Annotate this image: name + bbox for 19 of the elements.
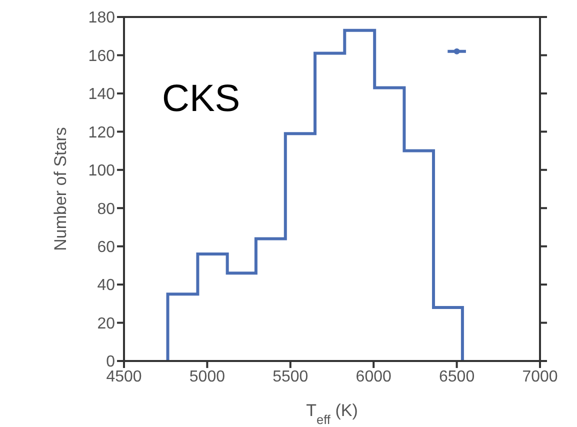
x-tick-label: 7000 xyxy=(522,368,558,386)
y-tick-label: 180 xyxy=(88,10,116,27)
y-tick-label: 120 xyxy=(88,124,116,142)
x-tick-label: 6000 xyxy=(356,368,392,386)
y-tick-label: 80 xyxy=(97,200,116,218)
y-tick-label: 160 xyxy=(88,48,116,65)
y-tick-label: 0 xyxy=(106,354,116,371)
y-tick-label: 20 xyxy=(97,315,116,332)
x-tick-label: 4500 xyxy=(106,368,142,386)
x-axis-title: T$_{eff}$ (K) xyxy=(306,401,358,426)
y-tick-label: 140 xyxy=(88,86,116,104)
y-tick-label: 100 xyxy=(88,162,116,180)
y-tick-label: 60 xyxy=(97,239,116,256)
y-axis-title: Number of Stars xyxy=(51,127,70,251)
x-tick-label: 6500 xyxy=(439,368,475,386)
annotation: CKS xyxy=(162,78,240,121)
x-tick-label: 5500 xyxy=(272,368,308,386)
x-tick-label: 5000 xyxy=(189,368,226,386)
y-tick-label: 40 xyxy=(97,277,116,294)
